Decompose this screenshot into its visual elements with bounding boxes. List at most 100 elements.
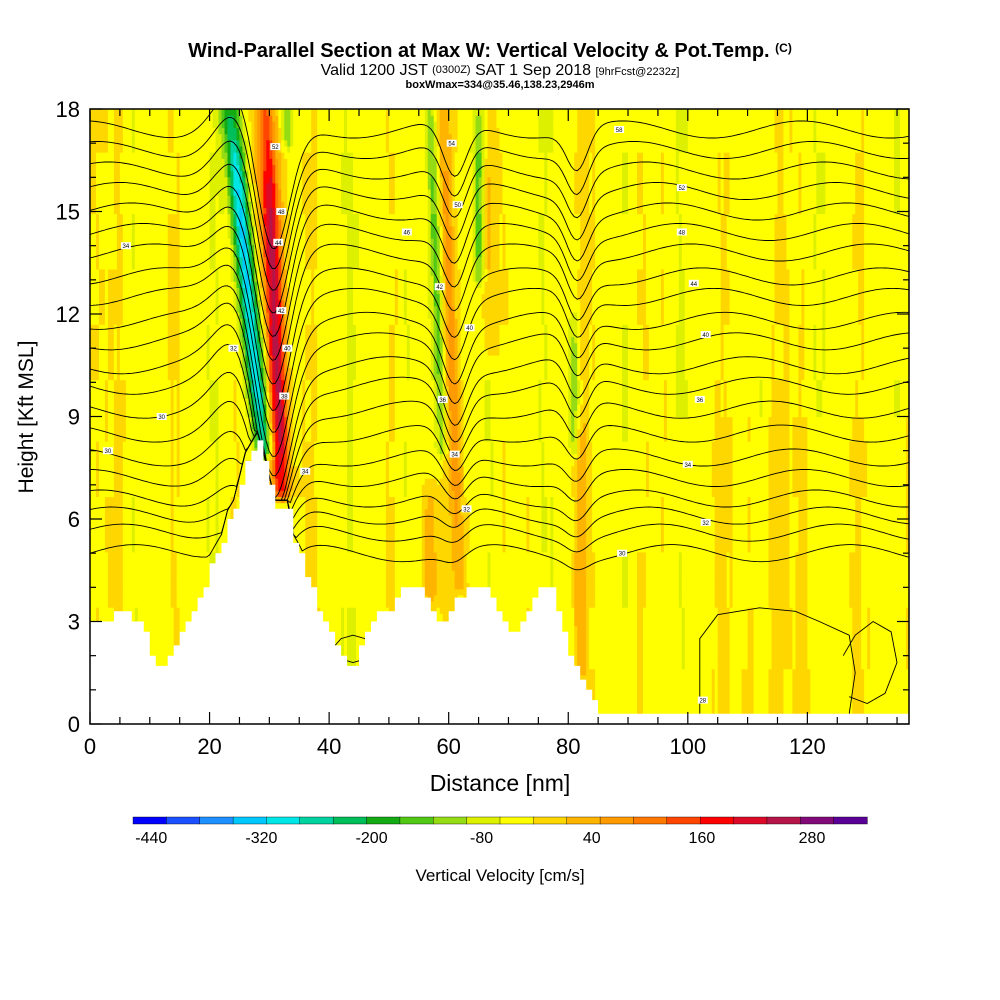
velocity-cell: [116, 348, 121, 356]
velocity-cell: [113, 490, 118, 498]
velocity-cell: [101, 121, 106, 129]
velocity-cell: [90, 238, 94, 245]
velocity-cell: [110, 588, 115, 596]
velocity-cell: [116, 336, 121, 344]
subtitle-date: SAT 1 Sep 2018: [475, 62, 591, 79]
velocity-cell: [98, 379, 103, 387]
velocity-cell: [122, 268, 127, 276]
velocity-cell: [122, 570, 127, 577]
velocity-cell: [107, 250, 112, 258]
velocity-cell: [122, 453, 127, 461]
velocity-cell: [110, 594, 115, 602]
velocity-cell: [98, 588, 103, 596]
velocity-cell: [104, 176, 109, 184]
velocity-cell: [98, 361, 103, 368]
velocity-cell: [98, 367, 103, 375]
velocity-cell: [95, 514, 100, 522]
velocity-cell: [119, 127, 124, 135]
velocity-cell: [113, 508, 118, 516]
velocity-cell: [101, 496, 106, 504]
velocity-cell: [98, 594, 103, 602]
velocity-cell: [122, 305, 127, 313]
velocity-cell: [116, 410, 121, 418]
velocity-cell: [101, 502, 106, 510]
velocity-cell: [92, 521, 97, 528]
velocity-cell: [110, 219, 115, 227]
velocity-cell: [90, 557, 94, 565]
velocity-cell: [107, 342, 112, 350]
velocity-cell: [113, 311, 118, 319]
velocity-cell: [119, 434, 124, 442]
velocity-cell: [95, 158, 100, 165]
subtitle-forecast: [9hrFcst@2232z]: [595, 66, 679, 78]
velocity-cell: [92, 484, 97, 491]
velocity-cell: [116, 225, 121, 233]
velocity-cell: [92, 336, 97, 344]
chart-title: Wind-Parallel Section at Max W: Vertical…: [188, 40, 792, 62]
velocity-cell: [90, 367, 94, 375]
velocity-cell: [90, 293, 94, 301]
velocity-cell: [101, 207, 106, 215]
velocity-cell: [107, 514, 112, 522]
velocity-cell: [101, 318, 106, 325]
velocity-cell: [122, 533, 127, 541]
velocity-cell: [90, 471, 94, 479]
velocity-cell: [90, 287, 94, 295]
velocity-cell: [116, 238, 121, 245]
velocity-cell: [104, 293, 109, 301]
velocity-cell: [116, 219, 121, 227]
velocity-cell: [98, 213, 103, 221]
velocity-cell: [113, 287, 118, 295]
velocity-cell: [104, 539, 109, 547]
velocity-cell: [95, 219, 100, 227]
velocity-cell: [104, 355, 109, 362]
velocity-cell: [113, 367, 118, 375]
velocity-cell: [122, 484, 127, 491]
velocity-cell: [110, 115, 115, 122]
velocity-cell: [116, 484, 121, 491]
velocity-cell: [110, 361, 115, 368]
velocity-cell: [90, 385, 94, 393]
velocity-cell: [110, 471, 115, 479]
velocity-cell: [92, 133, 97, 141]
velocity-cell: [95, 484, 100, 491]
velocity-cell: [113, 318, 118, 325]
velocity-cell: [110, 133, 115, 141]
velocity-cell: [119, 379, 124, 387]
velocity-cell: [95, 133, 100, 141]
velocity-cell: [104, 594, 109, 602]
velocity-cell: [92, 256, 97, 264]
velocity-cell: [116, 170, 121, 178]
velocity-cell: [92, 293, 97, 301]
velocity-cell: [110, 564, 115, 571]
velocity-cell: [122, 416, 127, 424]
velocity-cell: [113, 176, 118, 184]
velocity-cell: [110, 416, 115, 424]
chart-subtitle-2: boxWmax=334@35.46,138.23,2946m: [406, 79, 595, 91]
velocity-cell: [119, 342, 124, 350]
velocity-cell: [104, 152, 109, 159]
velocity-cell: [122, 219, 127, 227]
velocity-cell: [98, 434, 103, 442]
velocity-cell: [90, 594, 94, 602]
velocity-cell: [116, 391, 121, 399]
velocity-cell: [95, 582, 100, 590]
velocity-cell: [101, 268, 106, 276]
velocity-cell: [95, 164, 100, 172]
velocity-cell: [95, 478, 100, 485]
velocity-cell: [92, 213, 97, 221]
velocity-cell: [95, 391, 100, 399]
velocity-cell: [116, 459, 121, 467]
velocity-cell: [90, 244, 94, 252]
velocity-cell: [107, 109, 112, 116]
velocity-cell: [122, 465, 127, 473]
velocity-cell: [107, 188, 112, 196]
velocity-cell: [107, 256, 112, 264]
velocity-cell: [122, 576, 127, 584]
velocity-cell: [104, 564, 109, 571]
velocity-cell: [107, 594, 112, 602]
velocity-cell: [101, 582, 106, 590]
velocity-cell: [122, 281, 127, 288]
velocity-cell: [113, 398, 118, 405]
velocity-cell: [107, 262, 112, 270]
